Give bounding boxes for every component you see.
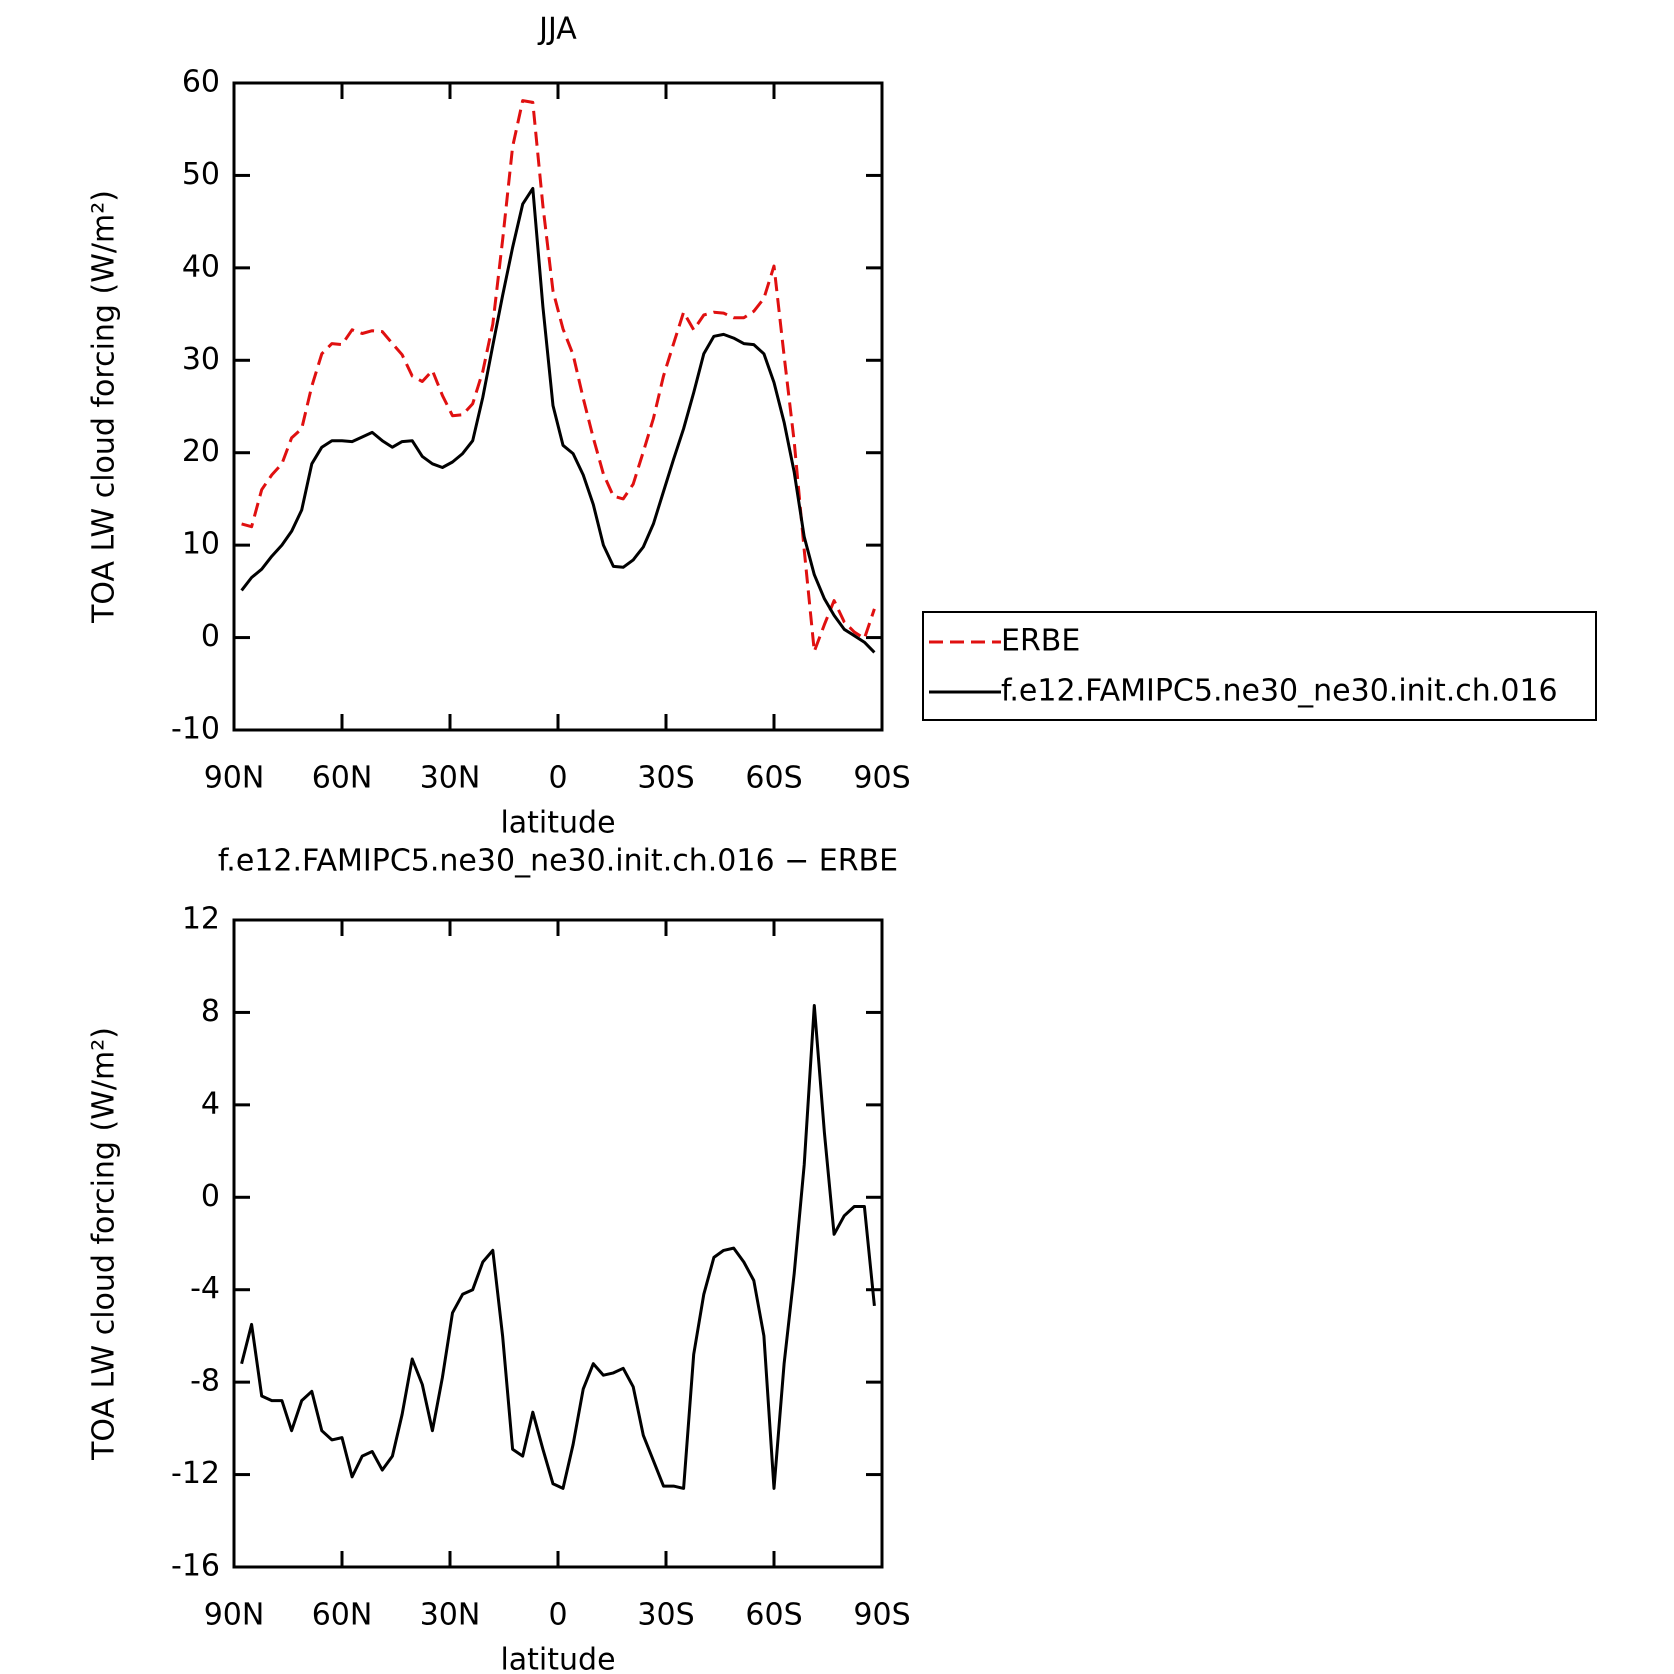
y-tick-label: 0 xyxy=(201,1179,220,1214)
y-tick-label: 12 xyxy=(182,902,220,937)
x-axis-label: latitude xyxy=(500,1643,615,1674)
x-tick-label: 30S xyxy=(637,761,694,796)
plot-frame xyxy=(232,81,884,732)
y-tick-label: 50 xyxy=(182,157,220,192)
x-axis-label: latitude xyxy=(500,806,615,841)
legend-box xyxy=(922,611,1597,721)
y-tick-label: 0 xyxy=(201,619,220,654)
x-tick-label: 60N xyxy=(312,761,373,796)
y-axis-label: TOA LW cloud forcing (W/m²) xyxy=(87,190,122,624)
chart-title: JJA xyxy=(537,12,577,47)
y-tick-label: 10 xyxy=(182,527,220,562)
x-tick-label: 30N xyxy=(420,761,481,796)
chart-title: f.e12.FAMIPC5.ne30_ne30.init.ch.016 − ER… xyxy=(218,844,898,879)
x-tick-label: 90S xyxy=(853,1598,910,1633)
legend-label: ERBE xyxy=(1001,624,1080,659)
x-tick-label: 30S xyxy=(637,1598,694,1633)
x-tick-label: 90S xyxy=(853,761,910,796)
y-tick-label: 8 xyxy=(201,994,220,1029)
y-tick-label: -16 xyxy=(171,1549,220,1584)
y-tick-label: 60 xyxy=(182,65,220,100)
x-tick-label: 60N xyxy=(312,1598,373,1633)
x-tick-label: 60S xyxy=(745,761,802,796)
x-tick-label: 0 xyxy=(548,761,567,796)
x-tick-label: 30N xyxy=(420,1598,481,1633)
y-tick-label: -12 xyxy=(171,1456,220,1491)
data-line xyxy=(240,1004,876,1490)
y-tick-label: -10 xyxy=(171,712,220,747)
data-line xyxy=(241,99,876,653)
y-tick-label: -8 xyxy=(190,1364,220,1399)
x-tick-label: 90N xyxy=(204,1598,265,1633)
y-tick-label: 40 xyxy=(182,249,220,284)
y-axis-label: TOA LW cloud forcing (W/m²) xyxy=(87,1027,122,1461)
x-tick-label: 60S xyxy=(745,1598,802,1633)
x-tick-label: 0 xyxy=(548,1598,567,1633)
x-tick-label: 90N xyxy=(204,761,265,796)
data-line xyxy=(240,186,876,654)
y-tick-label: -4 xyxy=(190,1271,220,1306)
legend-label: f.e12.FAMIPC5.ne30_ne30.init.ch.016 xyxy=(1001,674,1558,709)
y-tick-label: 20 xyxy=(182,434,220,469)
y-tick-label: 4 xyxy=(201,1086,220,1121)
y-tick-label: 30 xyxy=(182,342,220,377)
plot-frame xyxy=(232,918,884,1569)
